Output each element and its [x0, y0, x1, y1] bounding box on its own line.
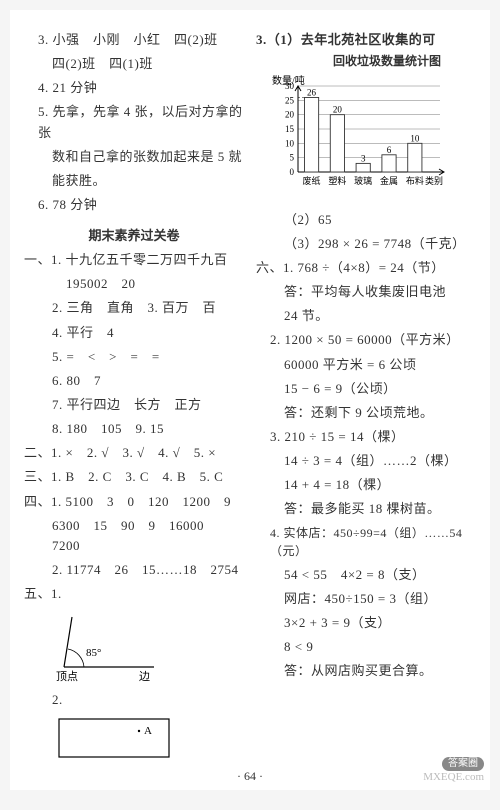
- rect-diagram: A: [54, 714, 184, 764]
- watermark-badge: 答案圈: [442, 757, 484, 771]
- s5: 五、1.: [24, 584, 244, 604]
- r6-4c: 网店：450÷150 = 3（组）: [256, 589, 476, 609]
- r6-4d: 3×2 + 3 = 9（支）: [256, 613, 476, 633]
- svg-text:布料: 布料: [406, 175, 424, 186]
- svg-text:25: 25: [285, 95, 295, 105]
- s1-4: 4. 平行 4: [24, 323, 244, 343]
- r6-3c: 14 + 4 = 18（棵）: [256, 475, 476, 495]
- r6-1c: 24 节。: [256, 306, 476, 326]
- s4-1b: 6300 15 90 9 16000 7200: [24, 516, 244, 556]
- r3-3: （3）298 × 26 = 7748（千克）: [256, 234, 476, 254]
- svg-text:3: 3: [361, 153, 366, 163]
- r6-4a: 4. 实体店：450÷99=4（组）……54（元）: [256, 524, 476, 561]
- r3-2: （2）65: [256, 210, 476, 230]
- watermark-url: MXEQE.com: [423, 771, 484, 783]
- svg-text:10: 10: [285, 138, 295, 148]
- svg-text:5: 5: [290, 152, 295, 162]
- s1-7: 7. 平行四边 长方 正方: [24, 395, 244, 415]
- angle-label: 85°: [86, 647, 101, 659]
- r6-3a: 3. 210 ÷ 15 = 14（棵）: [256, 427, 476, 447]
- r6-4b: 54 < 55 4×2 = 8（支）: [256, 565, 476, 585]
- watermark: 答案圈 MXEQE.com: [423, 757, 484, 784]
- svg-text:20: 20: [333, 104, 343, 114]
- s1-1a: 一、1. 十九亿五千零二万四千九百: [24, 250, 244, 270]
- section-title: 期末素养过关卷: [24, 225, 244, 244]
- s5-2: 2.: [24, 690, 244, 710]
- r6-1b: 答：平均每人收集废旧电池: [256, 282, 476, 302]
- s1-1b: 195002 20: [24, 274, 244, 294]
- chart-title: 回收垃圾数量统计图: [256, 54, 476, 70]
- r6-1a: 六、1. 768 ÷（4×8）= 24（节）: [256, 258, 476, 278]
- s1-6: 6. 80 7: [24, 371, 244, 391]
- svg-text:26: 26: [307, 87, 317, 97]
- r6-3d: 答：最多能买 18 棵树苗。: [256, 499, 476, 519]
- bar-chart: 数量/吨05101520253026203610废纸塑料玻璃金属布料类别: [266, 74, 466, 204]
- s1-2: 2. 三角 直角 3. 百万 百: [24, 298, 244, 318]
- page: 3. 小强 小刚 小红 四(2)班 四(2)班 四(1)班 4. 21 分钟 5…: [10, 10, 490, 790]
- s2: 二、1. × 2. √ 3. √ 4. √ 5. ×: [24, 443, 244, 463]
- s4-2: 2. 11774 26 15……18 2754: [24, 560, 244, 580]
- left-column: 3. 小强 小刚 小红 四(2)班 四(2)班 四(1)班 4. 21 分钟 5…: [18, 30, 250, 780]
- angle-edge: 边: [139, 670, 150, 682]
- item-5c: 能获胜。: [24, 171, 244, 191]
- svg-text:10: 10: [410, 133, 420, 143]
- item-6: 6. 78 分钟: [24, 195, 244, 215]
- angle-vertex: 顶点: [56, 670, 78, 682]
- item-4: 4. 21 分钟: [24, 78, 244, 98]
- r6-2d: 答：还剩下 9 公顷荒地。: [256, 403, 476, 423]
- r3-1a-text: 3.（1）去年北苑社区收集的可: [256, 32, 436, 47]
- svg-text:金属: 金属: [380, 175, 398, 186]
- s3: 三、1. B 2. C 3. C 4. B 5. C: [24, 467, 244, 487]
- r6-2c: 15 − 6 = 9（公顷）: [256, 379, 476, 399]
- right-column: 3.（1）去年北苑社区收集的可 回收垃圾数量统计图 数量/吨0510152025…: [250, 30, 482, 780]
- point-a-label: A: [144, 725, 152, 737]
- svg-text:6: 6: [387, 145, 392, 155]
- s1-5: 5. = < > = =: [24, 347, 244, 367]
- page-number: · 64 ·: [10, 769, 490, 784]
- svg-text:类别: 类别: [425, 175, 443, 186]
- r3-1a: 3.（1）去年北苑社区收集的可: [256, 30, 476, 50]
- svg-text:30: 30: [285, 81, 295, 91]
- item-5a: 5. 先拿，先拿 4 张，以后对方拿的张: [24, 102, 244, 142]
- item-5b: 数和自己拿的张数加起来是 5 就: [24, 147, 244, 167]
- r6-2b: 60000 平方米 = 6 公顷: [256, 355, 476, 375]
- r6-4f: 答：从网店购买更合算。: [256, 661, 476, 681]
- svg-text:15: 15: [285, 124, 295, 134]
- r6-2a: 2. 1200 × 50 = 60000（平方米）: [256, 330, 476, 350]
- item-3: 3. 小强 小刚 小红 四(2)班: [24, 30, 244, 50]
- svg-text:0: 0: [290, 167, 295, 177]
- svg-text:20: 20: [285, 109, 295, 119]
- s1-8: 8. 180 105 9. 15: [24, 419, 244, 439]
- r6-3b: 14 ÷ 3 = 4（组）……2（棵）: [256, 451, 476, 471]
- s4-1a: 四、1. 5100 3 0 120 1200 9: [24, 492, 244, 512]
- angle-diagram: 85° 顶点 边: [54, 612, 164, 682]
- svg-text:塑料: 塑料: [328, 175, 346, 186]
- item-3b: 四(2)班 四(1)班: [24, 54, 244, 74]
- r6-4e: 8 < 9: [256, 637, 476, 657]
- svg-text:玻璃: 玻璃: [354, 175, 372, 186]
- svg-text:废纸: 废纸: [303, 175, 321, 186]
